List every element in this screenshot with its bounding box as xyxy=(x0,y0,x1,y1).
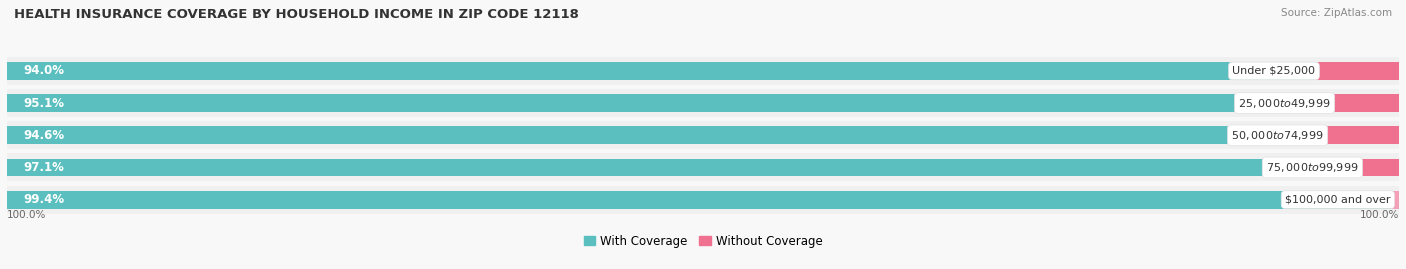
Text: Under $25,000: Under $25,000 xyxy=(1233,66,1316,76)
Bar xyxy=(7,126,1324,144)
Text: Source: ZipAtlas.com: Source: ZipAtlas.com xyxy=(1281,8,1392,18)
Text: $50,000 to $74,999: $50,000 to $74,999 xyxy=(1232,129,1324,142)
Legend: With Coverage, Without Coverage: With Coverage, Without Coverage xyxy=(579,230,827,253)
Text: $25,000 to $49,999: $25,000 to $49,999 xyxy=(1239,97,1330,110)
Bar xyxy=(7,154,1399,182)
Text: 95.1%: 95.1% xyxy=(24,97,65,110)
Bar xyxy=(1324,126,1399,144)
Text: 100.0%: 100.0% xyxy=(1360,210,1399,220)
Bar xyxy=(1358,159,1399,176)
Bar xyxy=(1330,94,1400,112)
Bar xyxy=(1391,191,1399,208)
Bar xyxy=(7,159,1358,176)
Text: $75,000 to $99,999: $75,000 to $99,999 xyxy=(1267,161,1358,174)
Text: 94.6%: 94.6% xyxy=(24,129,65,142)
Bar xyxy=(7,89,1399,117)
Bar xyxy=(1316,62,1400,80)
Bar xyxy=(7,191,1391,208)
Text: $100,000 and over: $100,000 and over xyxy=(1285,195,1391,205)
Text: HEALTH INSURANCE COVERAGE BY HOUSEHOLD INCOME IN ZIP CODE 12118: HEALTH INSURANCE COVERAGE BY HOUSEHOLD I… xyxy=(14,8,579,21)
Bar xyxy=(7,57,1399,85)
Bar xyxy=(7,94,1330,112)
Text: 100.0%: 100.0% xyxy=(7,210,46,220)
Text: 94.0%: 94.0% xyxy=(24,65,65,77)
Bar xyxy=(7,186,1399,214)
Bar xyxy=(7,121,1399,149)
Text: 99.4%: 99.4% xyxy=(24,193,65,206)
Text: 97.1%: 97.1% xyxy=(24,161,65,174)
Bar xyxy=(7,62,1316,80)
